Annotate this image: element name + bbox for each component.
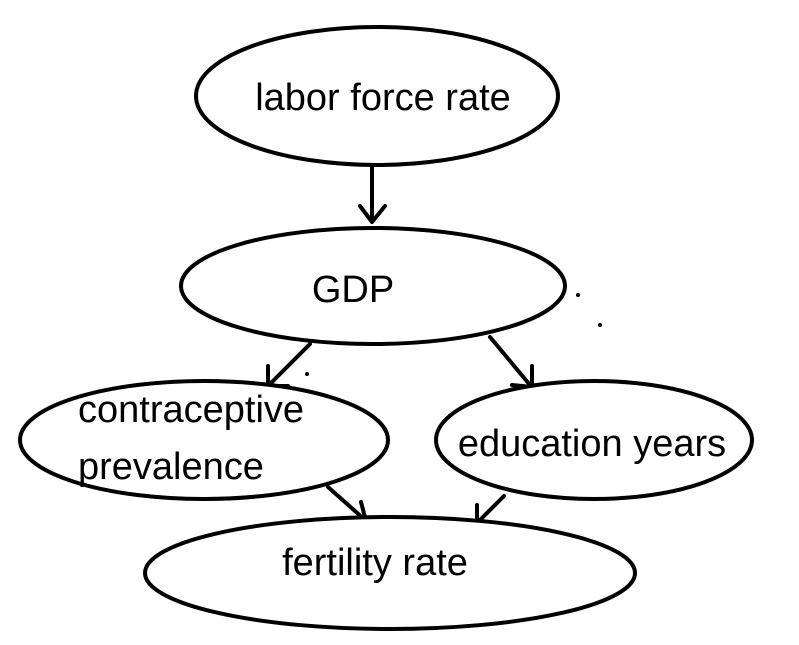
- stray-dot: [305, 372, 309, 376]
- node-contraceptive-prevalence: contraceptive prevalence: [18, 379, 390, 501]
- node-gdp-label: GDP: [312, 269, 394, 311]
- edge-labor-to-gdp: [358, 164, 387, 224]
- node-education-years-label: education years: [458, 423, 726, 465]
- node-contraceptive-label-line2: prevalence: [78, 446, 264, 488]
- node-fertility-rate: fertility rate: [143, 515, 637, 631]
- node-labor-force-rate-label: labor force rate: [255, 77, 511, 119]
- node-education-years: education years: [434, 379, 754, 501]
- node-contraceptive-label-line1: contraceptive: [78, 389, 304, 431]
- edge-gdp-to-education: [488, 335, 534, 389]
- node-fertility-rate-label: fertility rate: [282, 542, 468, 584]
- edge-gdp-to-contraceptive: [266, 342, 312, 388]
- node-labor-force-rate: labor force rate: [194, 25, 560, 167]
- node-gdp: GDP: [179, 226, 567, 346]
- stray-dot: [576, 293, 580, 297]
- stray-dot: [598, 323, 602, 327]
